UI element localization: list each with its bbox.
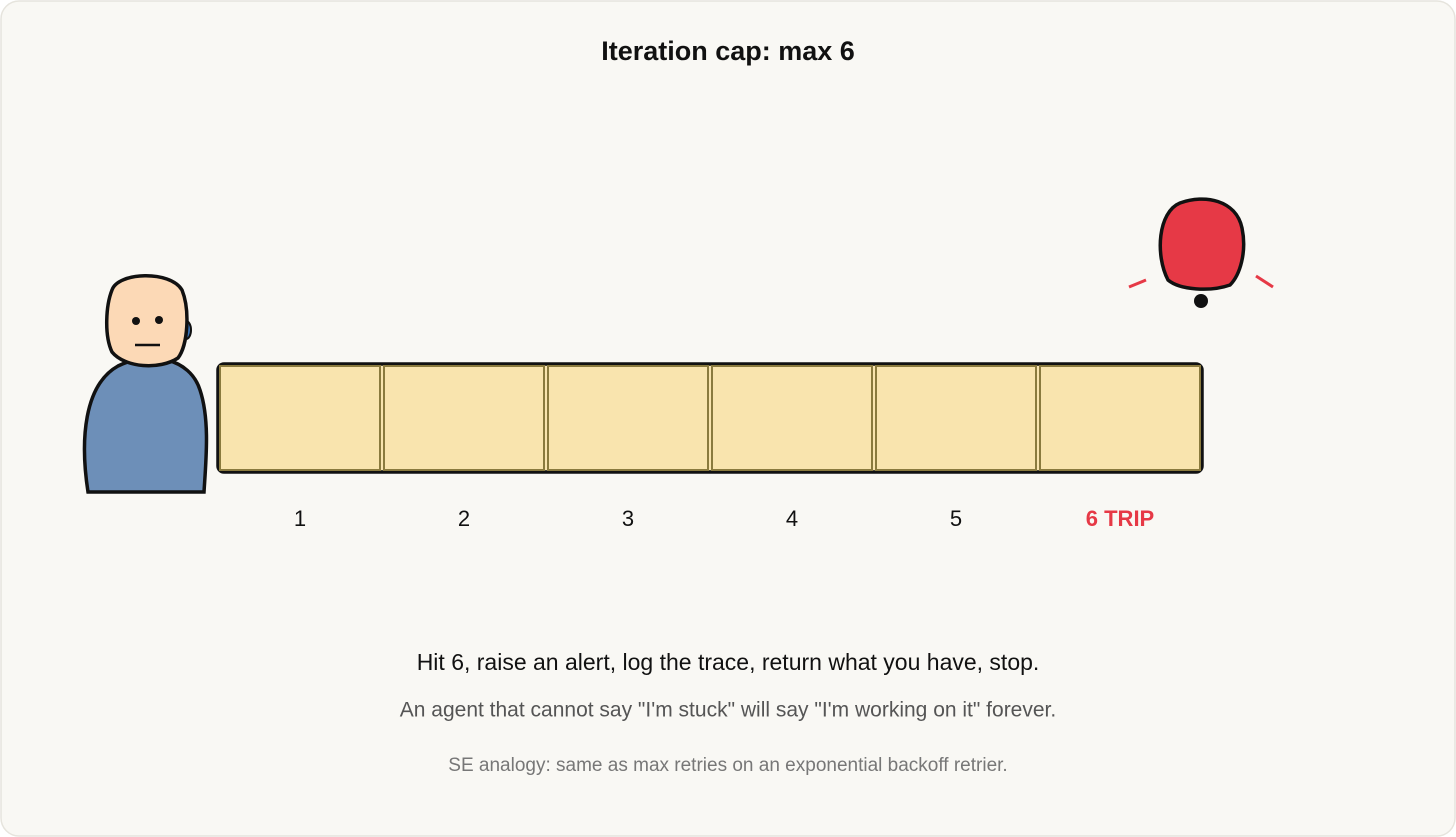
- slot: [383, 365, 545, 471]
- title: Iteration cap: max 6: [601, 36, 855, 66]
- alarm: [1128, 197, 1274, 308]
- bar-frame: [216, 362, 1204, 474]
- slot: [1039, 365, 1201, 471]
- person: [82, 274, 209, 494]
- slot: [711, 365, 873, 471]
- slot: [547, 365, 709, 471]
- slot-label: 4: [786, 506, 798, 531]
- slot-label: 6 TRIP: [1086, 506, 1154, 531]
- slot-label: 3: [622, 506, 634, 531]
- iteration-bar: 1 2 3 4 5 6 TRIP: [216, 362, 1204, 531]
- slot-label: 2: [458, 506, 470, 531]
- caption-main: Hit 6, raise an alert, log the trace, re…: [417, 649, 1040, 675]
- slot: [219, 365, 381, 471]
- slot-label: 1: [294, 506, 306, 531]
- caption-note: SE analogy: same as max retries on an ex…: [448, 755, 1007, 776]
- slot-label: 5: [950, 506, 962, 531]
- slot: [875, 365, 1037, 471]
- caption-sub: An agent that cannot say "I'm stuck" wil…: [400, 699, 1056, 722]
